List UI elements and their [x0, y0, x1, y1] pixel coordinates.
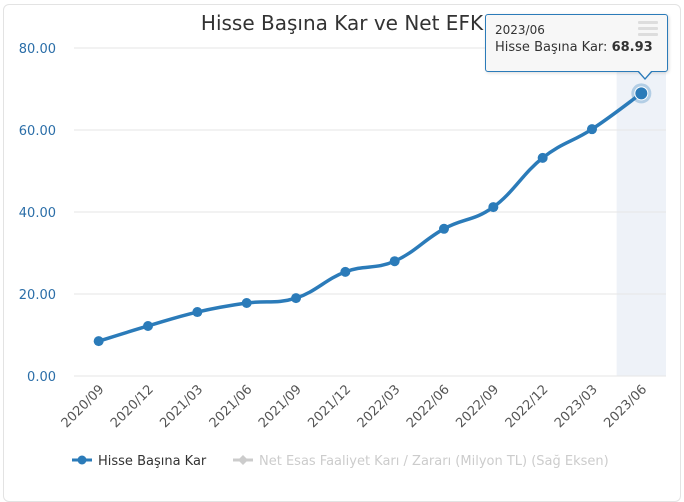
- x-tick-label: 2021/09: [256, 382, 305, 431]
- y-tick-label: 60.00: [19, 124, 56, 139]
- x-tick-label: 2021/06: [207, 382, 256, 431]
- data-point: [389, 256, 400, 267]
- x-tick-label: 2023/03: [552, 382, 601, 431]
- data-point: [537, 152, 548, 163]
- x-tick-label: 2022/06: [404, 382, 453, 431]
- x-tick-label: 2020/09: [59, 382, 108, 431]
- y-tick-label: 80.00: [19, 42, 56, 57]
- data-point: [143, 320, 153, 331]
- x-tick-label: 2023/06: [601, 382, 650, 431]
- data-point: [93, 336, 104, 347]
- tooltip-date: 2023/06: [495, 23, 545, 37]
- series-line: [98, 91, 643, 343]
- legend-marker-hisse: [77, 455, 87, 465]
- menu-icon[interactable]: [638, 21, 658, 39]
- data-point: [488, 202, 499, 213]
- data-point: [291, 293, 301, 304]
- tooltip: 2023/06 Hisse Başına Kar: 68.93: [485, 14, 668, 80]
- data-point: [439, 223, 449, 234]
- tooltip-label: Hisse Başına Kar:: [495, 40, 608, 55]
- legend-item-hisse[interactable]: Hisse Başına Kar: [98, 454, 207, 469]
- x-tick-label: 2021/03: [157, 382, 206, 431]
- data-point: [241, 298, 252, 309]
- x-tick-label: 2022/03: [355, 382, 404, 431]
- y-tick-label: 0.00: [27, 370, 56, 385]
- data-point: [587, 124, 597, 135]
- data-point: [634, 86, 649, 101]
- x-tick-label: 2022/12: [503, 382, 552, 431]
- x-tick-label: 2022/09: [453, 382, 502, 431]
- chart-title: Hisse Başına Kar ve Net EFK: [201, 11, 484, 35]
- data-point: [340, 266, 351, 277]
- x-tick-label: 2021/12: [305, 382, 354, 431]
- y-tick-label: 40.00: [19, 206, 56, 221]
- y-tick-label: 20.00: [19, 288, 56, 303]
- x-tick-label: 2020/12: [108, 382, 157, 431]
- tooltip-arrow: [637, 70, 653, 80]
- tooltip-value: 68.93: [611, 40, 653, 55]
- legend-marker-net-efk: [238, 455, 248, 465]
- legend-item-net-efk[interactable]: Net Esas Faaliyet Karı / Zararı (Milyon …: [259, 454, 609, 469]
- data-point: [192, 307, 203, 318]
